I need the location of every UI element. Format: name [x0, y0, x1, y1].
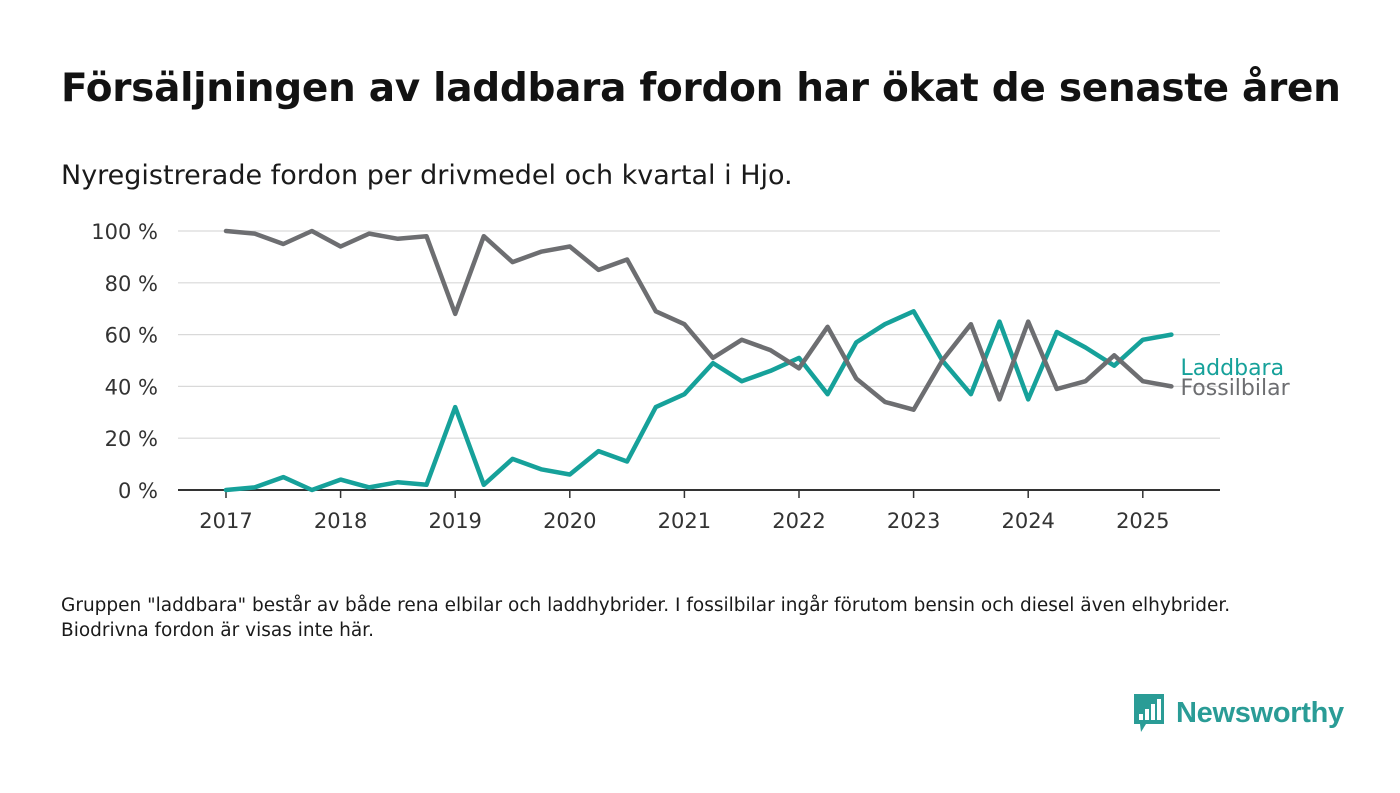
x-tick-label: 2021: [658, 509, 711, 533]
bar-chart-speech-bubble-icon: [1134, 694, 1164, 732]
gridlines: [178, 230, 1220, 439]
series-label-laddbara: Laddbara: [1180, 356, 1284, 381]
footnote: Gruppen "laddbara" består av både rena e…: [61, 595, 1231, 641]
x-tick-label: 2024: [1001, 509, 1054, 533]
chart-title: Försäljningen av laddbara fordon har öka…: [61, 66, 1341, 111]
series-label-fossilbilar: Fossilbilar: [1180, 376, 1290, 401]
x-tick-label: 2020: [543, 509, 596, 533]
x-tick-label: 2017: [199, 509, 252, 533]
y-tick-label: 0 %: [118, 479, 158, 503]
y-tick-label: 80 %: [105, 272, 158, 296]
x-axis: 2017 2018 2019 2020 2021 2022 2023 2024 2025: [178, 489, 1220, 533]
logo-text: Newsworthy: [1176, 696, 1344, 729]
line-chart: 0 % 20 % 40 % 60 % 80 % 100 % 2017 2018 2019 202…: [91, 220, 1290, 533]
y-tick-label: 60 %: [105, 324, 158, 348]
y-tick-label: 20 %: [105, 427, 158, 451]
x-tick-label: 2019: [428, 509, 481, 533]
x-tick-label: 2022: [772, 509, 825, 533]
y-tick-label: 100 %: [91, 220, 158, 244]
series-lines: [223, 228, 1174, 493]
newsworthy-logo[interactable]: Newsworthy: [1132, 692, 1344, 734]
chart-subtitle: Nyregistrerade fordon per drivmedel och …: [61, 160, 793, 191]
series-line-fossilbilar: [223, 228, 1174, 412]
x-tick-label: 2025: [1116, 509, 1169, 533]
x-tick-label: 2023: [887, 509, 940, 533]
y-tick-label: 40 %: [105, 375, 158, 399]
y-axis: 0 % 20 % 40 % 60 % 80 % 100 %: [91, 220, 158, 503]
x-tick-label: 2018: [314, 509, 367, 533]
